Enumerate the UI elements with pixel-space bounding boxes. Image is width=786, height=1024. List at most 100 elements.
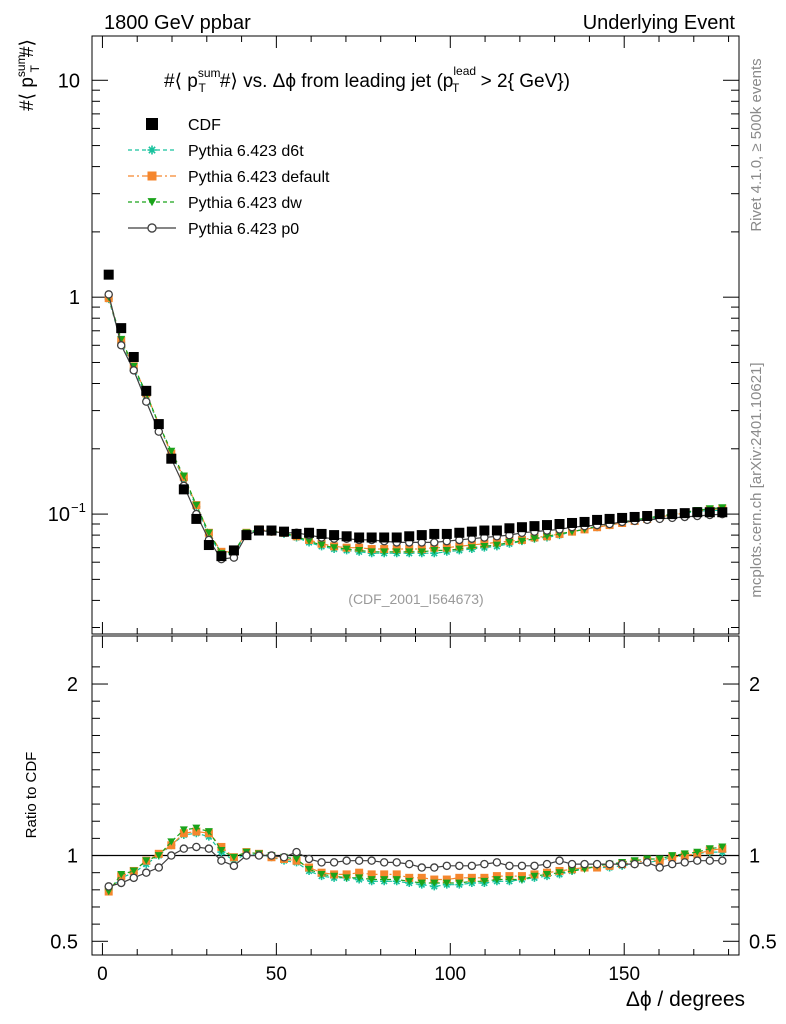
ratio-point: [305, 855, 312, 862]
data-point: [417, 530, 427, 540]
legend-marker: [148, 172, 157, 181]
ratio-point: [593, 861, 600, 868]
data-point: [166, 454, 176, 464]
data-point: [617, 513, 627, 523]
legend-marker: [148, 198, 157, 206]
data-point: [529, 521, 539, 531]
ratio-point: [556, 857, 563, 864]
ratio-point: [205, 845, 212, 852]
ratio-point: [280, 854, 287, 861]
main-ytick-exponent: −1: [71, 500, 86, 515]
data-point: [379, 532, 389, 542]
ratio-point: [356, 857, 363, 864]
data-point: [191, 514, 201, 524]
data-point: [492, 526, 502, 536]
ratio-point: [381, 859, 388, 866]
mcplots-label: mcplots.cern.ch [arXiv:2401.10621]: [748, 362, 765, 597]
legend-label: CDF: [188, 117, 221, 134]
data-point: [442, 529, 452, 539]
data-point: [717, 507, 727, 517]
ratio-point: [406, 861, 413, 868]
ratio-ytick-label-right: 2: [749, 674, 760, 696]
legend-entry: Pythia 6.423 default: [128, 169, 330, 186]
data-point: [266, 526, 276, 536]
legend-marker: [148, 224, 156, 232]
ratio-series: [105, 825, 727, 896]
data-point: [605, 514, 615, 524]
data-point: [630, 512, 640, 522]
data-point: [155, 428, 162, 435]
ratio-point: [669, 861, 676, 868]
ratio-ytick-label: 0.5: [50, 931, 78, 953]
ratio-point: [343, 857, 350, 864]
ratio-xtick-label: 100: [434, 964, 466, 985]
data-point: [143, 398, 150, 405]
data-point: [141, 386, 151, 396]
ratio-frame: [92, 636, 739, 955]
ratio-point: [456, 862, 463, 869]
data-point: [367, 532, 377, 542]
ratio-point: [455, 880, 463, 887]
ratio-point: [719, 857, 726, 864]
header-right: Underlying Event: [583, 12, 736, 34]
data-point: [592, 515, 602, 525]
legend-entry: Pythia 6.423 dw: [128, 195, 302, 212]
data-point: [555, 519, 565, 529]
ratio-point: [694, 857, 701, 864]
data-point: [404, 531, 414, 541]
ratio-xtick-label: 0: [97, 964, 108, 985]
ratio-point: [155, 864, 162, 871]
ratio-point: [130, 874, 137, 881]
ratio-point: [393, 859, 400, 866]
ratio-point: [393, 876, 401, 883]
main-title: #⟨ psum T #⟩ vs. Δϕ from leading jet (plea…: [164, 64, 570, 95]
ratio-series-pythia-6-423-p0: [105, 843, 726, 890]
legend-entry: CDF: [146, 117, 221, 134]
data-point: [130, 367, 137, 374]
ratio-point: [431, 864, 438, 871]
data-point: [642, 511, 652, 521]
ratio-point: [193, 843, 200, 850]
data-point: [655, 509, 665, 519]
data-point: [354, 532, 364, 542]
legend-entry: Pythia 6.423 d6t: [128, 143, 304, 160]
ratio-point: [468, 862, 475, 869]
data-point: [567, 518, 577, 528]
data-point: [216, 551, 226, 561]
ratio-point: [243, 852, 250, 859]
ratio-xtick-label: 50: [266, 964, 287, 985]
series-cdf: [104, 270, 728, 561]
data-point: [118, 342, 125, 349]
data-point: [241, 530, 251, 540]
ratio-point: [418, 864, 425, 871]
ratio-ytick-label-right: 1: [749, 846, 760, 868]
main-ytick-label: 1: [69, 287, 80, 309]
ratio-point: [318, 859, 325, 866]
data-point: [329, 530, 339, 540]
ratio-ytick-label: 2: [67, 674, 78, 696]
data-point: [279, 527, 289, 537]
ratio-ytick-label-right: 0.5: [749, 931, 777, 953]
ratio-ylabel: Ratio to CDF: [23, 752, 40, 839]
data-point: [479, 526, 489, 536]
data-point: [204, 540, 214, 550]
ratio-point: [543, 861, 550, 868]
ratio-point: [218, 857, 225, 864]
ratio-point: [506, 862, 513, 869]
ratio-point: [644, 859, 651, 866]
main-series: [104, 270, 728, 563]
main-ytick-label: 10: [48, 504, 70, 526]
ratio-xlabel: Δϕ / degrees: [626, 988, 745, 1011]
header-left: 1800 GeV ppbar: [104, 12, 251, 34]
ratio-point: [568, 861, 575, 868]
data-point: [254, 526, 264, 536]
ratio-point: [606, 861, 613, 868]
ratio-point: [518, 862, 525, 869]
ratio-point: [493, 859, 500, 866]
ratio-point: [230, 862, 237, 869]
ratio-point: [631, 861, 638, 868]
ratio-point: [581, 861, 588, 868]
ratio-point: [531, 862, 538, 869]
data-point: [392, 532, 402, 542]
data-point: [692, 507, 702, 517]
